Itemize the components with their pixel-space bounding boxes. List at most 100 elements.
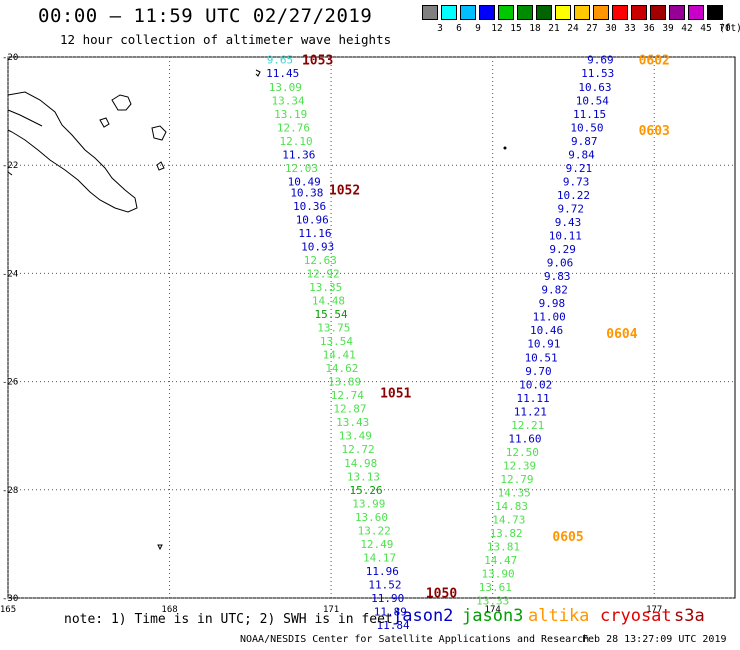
wave-height-value: 9.69 <box>587 54 614 67</box>
wave-height-value: 9.29 <box>549 243 576 256</box>
color-swatch <box>441 5 457 20</box>
color-swatch-label: 3 <box>437 23 443 34</box>
wave-height-value: 13.75 <box>317 322 350 335</box>
wave-height-value: 10.38 <box>290 186 323 199</box>
wave-height-value: 11.60 <box>508 432 541 445</box>
lon-tick-label: 177 <box>646 605 662 615</box>
color-swatch <box>422 5 438 20</box>
wave-height-value: 12.21 <box>511 419 544 432</box>
wave-height-value: 13.61 <box>479 581 512 594</box>
wave-height-value: 12.76 <box>277 121 310 134</box>
wave-height-value: 15.54 <box>315 308 348 321</box>
wave-height-value: 11.53 <box>581 67 614 80</box>
pass-time-label: 1052 <box>329 184 360 199</box>
wave-height-value: 9.87 <box>571 135 598 148</box>
wave-height-value: 9.06 <box>547 257 574 270</box>
color-swatch <box>688 5 704 20</box>
color-swatch <box>593 5 609 20</box>
color-swatch-label: 36 <box>643 23 655 34</box>
credit-text: NOAA/NESDIS Center for Satellite Applica… <box>240 634 590 645</box>
wave-height-value: 14.62 <box>325 362 358 375</box>
frame-rect <box>7 56 736 599</box>
wave-height-labels: 9.6511.4513.0913.3413.1912.7612.1011.361… <box>266 54 670 632</box>
wave-height-value: 12.10 <box>280 135 313 148</box>
wave-height-value: 14.48 <box>312 294 345 307</box>
wave-height-value: 14.83 <box>495 500 528 513</box>
color-swatch <box>707 5 723 20</box>
wave-height-value: 13.34 <box>271 94 304 107</box>
wave-height-value: 10.49 <box>288 175 321 188</box>
color-swatch-label: 45 <box>700 23 712 34</box>
satellite-legend-item: jason3 <box>462 606 524 626</box>
wave-height-value: 13.89 <box>328 376 361 389</box>
color-swatch-label: 9 <box>475 23 481 34</box>
wave-height-value: 12.03 <box>285 162 318 175</box>
lat-tick-label: -24 <box>2 269 18 279</box>
wave-height-value: 13.22 <box>358 524 391 537</box>
wave-height-value: 11.89 <box>374 606 407 619</box>
wave-height-value: 10.22 <box>557 189 590 202</box>
wave-height-value: 11.00 <box>533 311 566 324</box>
island-dot <box>503 146 507 150</box>
coastline-segment <box>255 69 261 77</box>
color-swatch-label: 42 <box>681 23 693 34</box>
color-swatch <box>574 5 590 20</box>
satellite-legend-item: altika <box>528 606 590 626</box>
wave-height-value: 13.35 <box>309 281 342 294</box>
lon-tick-label: 174 <box>485 605 501 615</box>
wave-height-value: 9.98 <box>539 297 566 310</box>
coastline-segment <box>7 109 43 127</box>
wave-height-value: 12.74 <box>331 389 364 402</box>
color-swatch <box>460 5 476 20</box>
color-scale-unit: (ft) <box>719 23 740 34</box>
wave-height-value: 10.51 <box>525 351 558 364</box>
wave-height-value: 11.90 <box>371 592 404 605</box>
wave-height-value: 13.54 <box>320 335 353 348</box>
wave-height-value: 13.60 <box>355 511 388 524</box>
coastline-segment <box>151 125 167 141</box>
map-subtitle: 12 hour collection of altimeter wave hei… <box>60 32 392 47</box>
wave-height-value: 13.33 <box>476 595 509 608</box>
color-swatch-label: 24 <box>567 23 579 34</box>
lat-tick-label: -22 <box>2 161 18 171</box>
wave-height-value: 10.93 <box>301 240 334 253</box>
wave-height-value: 12.50 <box>506 446 539 459</box>
legend-note: note: 1) Time is in UTC; 2) SWH is in fe… <box>64 612 393 627</box>
lat-tick-label: -20 <box>2 53 18 63</box>
wave-height-value: 14.73 <box>492 514 525 527</box>
wave-height-value: 10.50 <box>570 121 603 134</box>
wave-height-value: 12.39 <box>503 459 536 472</box>
pass-time-label: 0602 <box>639 54 670 69</box>
pass-time-label: 0605 <box>552 530 583 545</box>
color-swatch <box>612 5 628 20</box>
wave-height-value: 9.21 <box>566 162 593 175</box>
wave-height-value: 9.73 <box>563 175 590 188</box>
color-swatch <box>536 5 552 20</box>
wave-height-value: 10.96 <box>296 213 329 226</box>
coastline-segment <box>7 91 138 213</box>
wave-height-value: 13.19 <box>274 108 307 121</box>
pass-time-label: 0603 <box>639 124 670 139</box>
coastline-segment <box>7 171 13 176</box>
satellite-legend-item: cryosat <box>600 606 672 626</box>
wave-height-value: 10.36 <box>293 200 326 213</box>
wave-height-value: 9.72 <box>558 202 585 215</box>
wave-height-value: 13.43 <box>336 416 369 429</box>
color-swatch <box>650 5 666 20</box>
lon-tick-label: 171 <box>323 605 339 615</box>
wave-height-value: 13.99 <box>352 497 385 510</box>
wave-height-value: 10.46 <box>530 324 563 337</box>
color-swatch-label: 39 <box>662 23 674 34</box>
color-swatch <box>631 5 647 20</box>
pass-time-label: 1053 <box>302 54 333 69</box>
wave-height-value: 10.11 <box>549 230 582 243</box>
color-swatch-label: 12 <box>491 23 503 34</box>
pass-time-label: 0604 <box>606 327 637 342</box>
coastline-segment <box>157 544 163 551</box>
coastline-segment <box>99 117 110 128</box>
color-swatch <box>555 5 571 20</box>
wave-height-value: 12.79 <box>500 473 533 486</box>
color-swatch-label: 6 <box>456 23 462 34</box>
color-swatch-label: 27 <box>586 23 598 34</box>
wave-height-value: 13.90 <box>481 568 514 581</box>
